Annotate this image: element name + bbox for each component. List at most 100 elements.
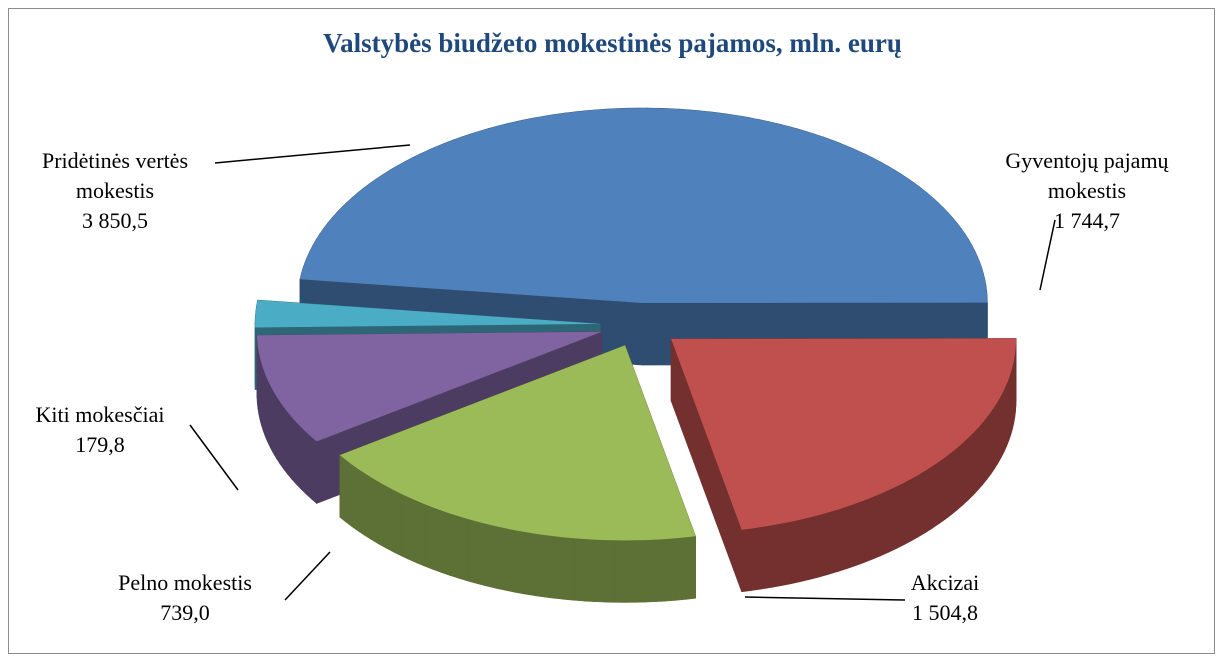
slice-side (986, 411, 992, 481)
slice-side (467, 518, 478, 585)
slice-side (957, 442, 964, 511)
slice-side (903, 478, 912, 546)
slice-side (809, 514, 820, 580)
slice-side (1000, 389, 1005, 458)
slice-side (553, 535, 565, 600)
slice-side (846, 503, 856, 570)
slice-side (670, 338, 742, 592)
slice (255, 300, 601, 328)
slice (671, 338, 1017, 530)
slice-side (477, 521, 487, 587)
slice-side (287, 411, 292, 480)
slice-side (514, 529, 526, 595)
value-label: 179,8 (75, 432, 125, 457)
leader-line (1039, 219, 1056, 291)
slice-side (544, 534, 555, 599)
slice-side (973, 426, 979, 496)
slice (339, 345, 696, 541)
slice-label: Kiti mokesčiai (35, 402, 165, 427)
slice-side (424, 503, 434, 570)
slice-side (458, 515, 469, 582)
slice-side (400, 493, 409, 560)
slice-side (962, 437, 969, 506)
chart-frame (8, 8, 1215, 654)
slice-side (977, 421, 984, 491)
slice-side (685, 535, 696, 600)
slice-side (990, 405, 995, 475)
slice-side (945, 451, 952, 520)
slice-side (800, 516, 811, 583)
slice-side (486, 523, 497, 589)
slice-side (665, 537, 676, 602)
slice-side (888, 486, 897, 553)
slice-side (305, 431, 312, 500)
slice-side (751, 526, 762, 591)
slice-side (408, 496, 417, 564)
slice-label: Pridėtinės vertės mokestis (41, 148, 189, 203)
slice-side (951, 447, 958, 516)
slice-side (295, 421, 302, 490)
slice-side (982, 416, 988, 486)
leader-line (744, 596, 906, 601)
slice-side (573, 537, 585, 602)
slice-side (524, 531, 535, 596)
slice-side (828, 509, 838, 575)
slice-side (283, 405, 288, 475)
slice-side (416, 500, 426, 567)
slice-side (818, 512, 829, 578)
slice-side (863, 496, 873, 564)
slice-side (918, 469, 926, 538)
slice-side (310, 436, 318, 505)
slice-side (450, 513, 460, 579)
slice-side (392, 489, 402, 557)
slice-side (761, 525, 772, 590)
slice-side (276, 395, 281, 465)
slice-side (594, 539, 605, 603)
slice-side (505, 527, 516, 593)
slice-side (279, 400, 284, 470)
slice-side (994, 399, 999, 470)
leader-line (189, 424, 239, 491)
slice-side (932, 461, 940, 529)
chart-title: Valstybės biudžeto mokestinės pajamos, m… (323, 28, 902, 58)
slice-label: Gyventojų pajamų mokestis (1005, 148, 1169, 203)
slice-side (967, 432, 974, 501)
slice-side (584, 538, 595, 602)
slice-side (790, 519, 801, 585)
slice-side (854, 500, 865, 567)
slice-side (644, 539, 656, 603)
slice-side (997, 394, 1002, 465)
slice-side (495, 525, 506, 591)
slice-side (925, 465, 933, 533)
slice-label: Pelno mokestis (118, 570, 252, 595)
slice-side (441, 510, 451, 576)
slice-side (771, 523, 782, 588)
slice-side (895, 482, 905, 550)
slice-side (1006, 378, 1010, 447)
slice-label: Akcizai (910, 570, 980, 595)
value-label: 1 744,7 (1054, 208, 1120, 233)
slice-side (871, 493, 881, 560)
slice-side (272, 389, 277, 460)
slice-side (780, 521, 792, 587)
slice (300, 108, 988, 303)
slice-side (1003, 384, 1007, 453)
slice-side (604, 539, 616, 603)
slice-side (534, 533, 545, 598)
slice-side (563, 537, 575, 601)
slice (256, 331, 602, 442)
slice-side (624, 540, 636, 603)
slice-side (614, 540, 626, 603)
value-label: 3 850,5 (82, 208, 148, 233)
value-label: 1 504,8 (912, 600, 978, 625)
slice-side (880, 489, 889, 557)
slice-side (911, 474, 919, 542)
slice-side (291, 416, 297, 485)
slice-side (938, 456, 946, 525)
slice-side (432, 507, 442, 574)
slice-side (300, 426, 307, 495)
slice-side (675, 537, 686, 601)
slice-side (741, 528, 752, 593)
